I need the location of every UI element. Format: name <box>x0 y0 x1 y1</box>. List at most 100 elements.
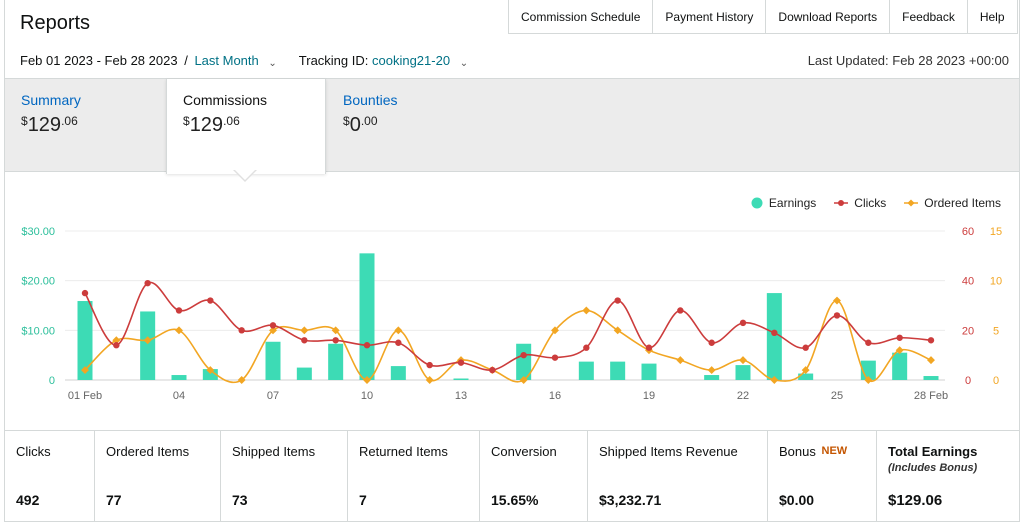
date-range-picker[interactable]: Feb 01 2023 - Feb 28 2023 / Last Month ⌄ <box>20 53 299 69</box>
clicks-point <box>144 279 151 287</box>
tab-bounties[interactable]: Bounties $0.00 <box>327 79 488 171</box>
help-button[interactable]: Help <box>979 10 1005 24</box>
clicks-point <box>771 329 778 337</box>
ordered-items-point <box>801 366 810 375</box>
clicks-point <box>520 351 527 359</box>
tab-commissions[interactable]: Commissions $129.06 <box>166 79 326 174</box>
right-axis-ordered-tick-label: 15 <box>990 226 1002 238</box>
report-tabs: Summary $129.06 Commissions $129.06 Boun… <box>5 78 1019 174</box>
clicks-point <box>551 354 559 361</box>
top-nav: Commission Schedule Payment History Down… <box>508 0 1018 34</box>
x-axis-tick-label: 22 <box>737 390 749 402</box>
clicks-point <box>802 344 809 351</box>
ordered-items-point <box>676 356 685 365</box>
clicks-point <box>489 366 496 374</box>
x-axis-tick-label: 07 <box>267 390 279 402</box>
metrics-row: Clicks 492 Ordered Items 77 Shipped Item… <box>5 430 1019 522</box>
ordered-items-point <box>425 376 434 384</box>
earnings-bar <box>704 375 720 380</box>
ordered-items-point <box>112 336 121 345</box>
date-range-text: Feb 01 2023 - Feb 28 2023 <box>20 53 178 68</box>
earnings-bar <box>516 343 532 380</box>
left-axis-tick-label: $10.00 <box>21 325 55 337</box>
metric-value: 73 <box>232 492 248 508</box>
left-axis-tick-label: 0 <box>49 375 55 387</box>
legend-ordered-items[interactable]: Ordered Items <box>904 196 1001 210</box>
metric-total-earnings: Total Earnings (Includes Bonus) $129.06 <box>877 431 1019 522</box>
tracking-id-label: Tracking ID: <box>298 53 369 68</box>
metric-value: 15.65% <box>491 492 539 508</box>
tab-summary[interactable]: Summary $129.06 <box>5 79 166 171</box>
right-axis-ordered-tick-label: 5 <box>993 325 999 337</box>
right-axis-clicks-tick-label: 60 <box>962 226 974 238</box>
clicks-point <box>426 361 433 369</box>
clicks-point <box>645 344 653 351</box>
metric-value: 77 <box>106 492 122 508</box>
legend-earnings[interactable]: Earnings <box>751 196 816 210</box>
legend-label: Earnings <box>768 196 817 210</box>
earnings-bar <box>77 301 93 380</box>
ordered-items-point <box>739 356 747 365</box>
chart-legend: Earnings Clicks Ordered Items <box>751 196 1001 210</box>
feedback-button[interactable]: Feedback <box>890 0 968 33</box>
earnings-bar <box>171 375 187 380</box>
clicks-point <box>457 359 465 366</box>
metric-ordered-items: Ordered Items 77 <box>95 431 221 522</box>
earnings-bar <box>359 253 375 380</box>
legend-label: Ordered Items <box>924 196 1001 210</box>
metric-label: Shipped Items Revenue <box>599 444 738 459</box>
ordered-items-line-icon <box>904 199 919 207</box>
clicks-point <box>739 319 747 327</box>
x-axis-tick-label: 16 <box>549 390 561 402</box>
commission-schedule-button[interactable]: Commission Schedule <box>509 0 654 33</box>
clicks-point <box>395 339 402 346</box>
earnings-bar <box>610 361 626 380</box>
tab-amount: $129.06 <box>183 114 240 136</box>
x-axis-tick-label: 19 <box>643 390 655 402</box>
metric-shipped-items: Shipped Items 73 <box>221 431 348 522</box>
report-frame <box>4 0 1020 522</box>
legend-label: Clicks <box>854 196 887 210</box>
clicks-point <box>175 307 183 314</box>
x-axis-tick-label: 13 <box>455 390 467 402</box>
earnings-bar <box>766 293 782 380</box>
clicks-point <box>583 344 590 351</box>
earnings-bar <box>328 343 344 380</box>
clicks-point <box>865 339 872 346</box>
payment-history-button[interactable]: Payment History <box>653 0 767 33</box>
right-axis-clicks-tick-label: 0 <box>965 375 971 387</box>
clicks-point <box>896 334 903 341</box>
metric-value: 7 <box>359 492 367 508</box>
tab-label: Bounties <box>343 92 398 108</box>
ordered-items-point <box>519 376 528 384</box>
metric-bonus: Bonus NEW $0.00 <box>768 431 877 522</box>
ordered-items-point <box>394 326 403 335</box>
metric-label: Ordered Items <box>106 444 190 459</box>
ordered-items-point <box>582 306 591 315</box>
x-axis-tick-label: 28 Feb <box>914 390 948 402</box>
legend-clicks[interactable]: Clicks <box>834 196 886 210</box>
download-reports-button[interactable]: Download Reports <box>766 0 891 33</box>
metric-label: Returned Items <box>359 444 448 459</box>
clicks-point <box>81 289 89 297</box>
right-axis-ordered-tick-label: 0 <box>993 375 999 387</box>
earnings-bar <box>265 341 281 380</box>
last-updated-text: Last Updated: Feb 28 2023 +00:00 <box>807 53 1009 68</box>
clicks-point <box>269 322 277 329</box>
clicks-point <box>301 337 308 344</box>
earnings-bar <box>923 376 939 380</box>
metric-value: $3,232.71 <box>599 492 662 508</box>
date-separator: / <box>184 53 188 68</box>
clicks-point <box>708 339 715 346</box>
tracking-id-dropdown[interactable]: Tracking ID: cooking21-20 ⌄ <box>298 53 490 69</box>
ordered-items-point <box>895 346 904 355</box>
earnings-bar <box>578 361 594 380</box>
x-axis-tick-label: 10 <box>361 390 373 402</box>
earnings-bar <box>202 369 218 380</box>
left-axis-tick-label: $30.00 <box>21 226 55 238</box>
metric-label: Clicks <box>16 444 51 459</box>
left-axis-tick-label: $20.00 <box>21 276 55 288</box>
earnings-bar <box>641 363 657 380</box>
page-title: Reports <box>20 12 91 34</box>
metric-clicks: Clicks 492 <box>5 431 95 522</box>
